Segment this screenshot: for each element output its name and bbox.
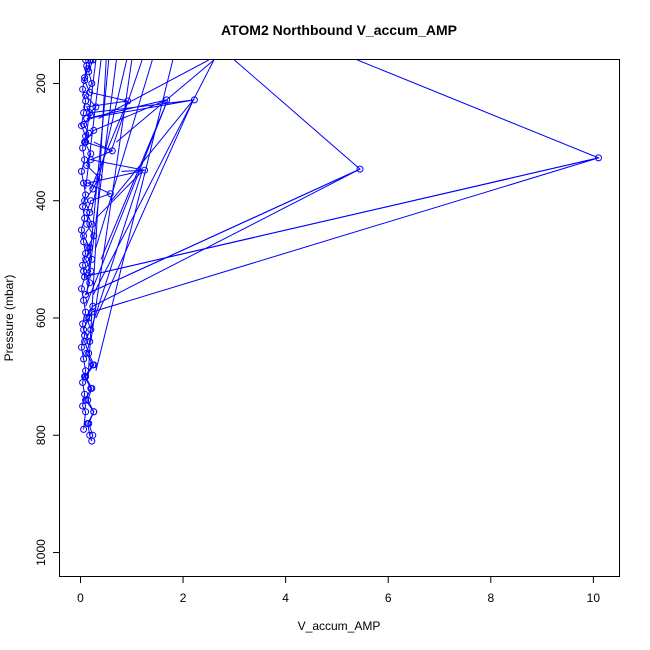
series-2 [80,60,364,439]
data-point [82,308,90,316]
data-point [89,185,97,193]
profile-line [85,99,169,307]
data-point [79,261,87,269]
data-point [89,60,97,64]
plot-box [59,59,620,577]
series-3 [78,60,91,433]
x-axis: 0 2 4 6 8 10 [77,576,601,605]
data-point [81,390,89,398]
chart-title: ATOM2 Northbound V_accum_AMP [221,22,457,38]
y-tick-label: 400 [34,190,48,210]
data-point [84,179,92,187]
profile-line [87,60,601,277]
data-point [81,74,89,82]
data-point [84,65,92,73]
data-point [90,126,98,134]
data-point [78,122,85,130]
data-point [82,97,90,105]
x-tick-label: 10 [587,591,601,605]
data-point [82,60,90,64]
profile-line [110,60,143,152]
data-point [81,214,89,222]
profile-line [92,60,215,295]
data-point [78,343,85,351]
data-point [88,220,96,228]
data-point [87,150,95,158]
y-tick-label: 200 [34,73,48,93]
data-point [86,209,94,216]
data-point [79,144,87,152]
data-point [79,402,87,410]
data-point [81,273,89,281]
y-tick-label: 600 [34,308,48,328]
data-point [80,109,88,117]
plot-area [78,60,602,445]
data-point [82,250,90,257]
series-line [80,60,88,430]
profile-line [95,60,153,248]
data-point [80,238,88,246]
data-point [78,167,85,175]
data-point [356,165,364,173]
data-point [79,85,87,93]
data-point [81,332,89,340]
data-point [80,425,88,433]
data-point [85,349,93,357]
y-tick-label: 1000 [34,539,48,566]
data-point [88,80,96,87]
series-line [83,60,361,436]
data-point [80,355,88,363]
data-point [84,396,92,404]
profile-line [90,100,129,190]
x-tick-label: 2 [180,591,187,605]
profile-line [86,60,117,295]
x-tick-label: 4 [282,591,289,605]
y-tick-label: 800 [34,425,48,445]
profile-line [95,60,174,371]
data-point [82,191,90,199]
profile-line [85,60,102,190]
data-point [85,420,93,427]
data-point [90,408,98,416]
data-point [595,154,602,162]
data-point [79,379,87,386]
extra-profile-lines [85,60,601,377]
data-point [90,361,98,369]
data-point [83,220,91,228]
x-axis-label: V_accum_AMP [298,619,381,633]
y-axis: 200 400 600 800 1000 [34,73,60,566]
profile-line [87,60,107,377]
data-point [78,226,85,234]
x-tick-label: 6 [385,591,392,605]
data-point [87,60,95,64]
x-tick-label: 8 [487,591,494,605]
data-point [106,190,114,198]
data-point [79,203,87,211]
profile-line [85,60,97,143]
data-point [88,384,96,392]
profile-line [93,141,113,152]
data-point [78,285,85,293]
profile-line [85,60,361,295]
y-axis-label: Pressure (mbar) [2,275,16,362]
profile-line [88,60,110,272]
data-point [81,156,89,164]
profile-line [98,60,209,120]
data-point [80,296,88,304]
data-point [89,431,97,439]
data-point [82,408,90,416]
data-point [79,320,87,328]
data-point [86,279,94,287]
data-point [83,162,91,169]
x-tick-label: 0 [77,591,84,605]
data-point [83,115,91,123]
profile-line [121,169,145,172]
